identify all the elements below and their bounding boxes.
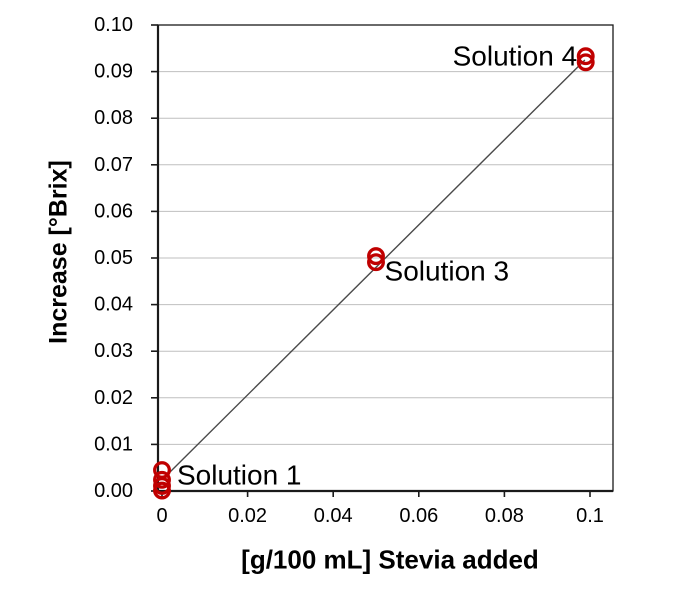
y-tick-label: 0.00 (94, 480, 133, 502)
tick-marks (151, 24, 591, 497)
annotation-label: Solution 4 (453, 40, 578, 71)
data-point-marker (367, 247, 385, 266)
x-tick-label: 0.06 (399, 505, 438, 527)
annotations: Solution 1 Solution 3 Solution 4 (177, 40, 577, 490)
data-point-marker (576, 47, 595, 66)
data-point-marker (367, 253, 385, 272)
annotation-label: Solution 3 (385, 256, 510, 287)
annotation-label: Solution 1 (177, 460, 302, 491)
data-point-marker (153, 481, 171, 500)
y-tick-label: 0.03 (94, 340, 133, 362)
y-tick-label: 0.01 (94, 433, 133, 455)
x-tick-label: 0.1 (576, 505, 604, 527)
y-axis-title: Increase [°Brix] (44, 160, 73, 344)
data-points (153, 47, 595, 500)
data-point-marker (576, 53, 595, 72)
y-tick-label: 0.05 (94, 247, 133, 269)
x-axis-title: [g/100 mL] Stevia added (241, 544, 539, 575)
y-tick-label: 0.04 (94, 294, 133, 316)
x-tick-labels: 0 0.02 0.04 0.06 0.08 0.1 (156, 505, 603, 527)
y-tick-labels: 0.00 0.01 0.02 0.03 0.04 0.05 0.06 0.07 0.08 0.09… (94, 14, 133, 502)
y-tick-label: 0.07 (94, 154, 133, 176)
x-tick-label: 0.08 (485, 505, 524, 527)
y-tick-label: 0.09 (94, 61, 133, 83)
x-tick-label: 0.02 (228, 505, 267, 527)
y-tick-label: 0.02 (94, 387, 133, 409)
y-tick-label: 0.06 (94, 200, 133, 222)
y-tick-label: 0.10 (94, 14, 133, 36)
x-tick-label: 0 (156, 505, 167, 527)
y-tick-label: 0.08 (94, 107, 133, 129)
x-tick-label: 0.04 (314, 505, 353, 527)
data-point-marker (153, 470, 171, 489)
